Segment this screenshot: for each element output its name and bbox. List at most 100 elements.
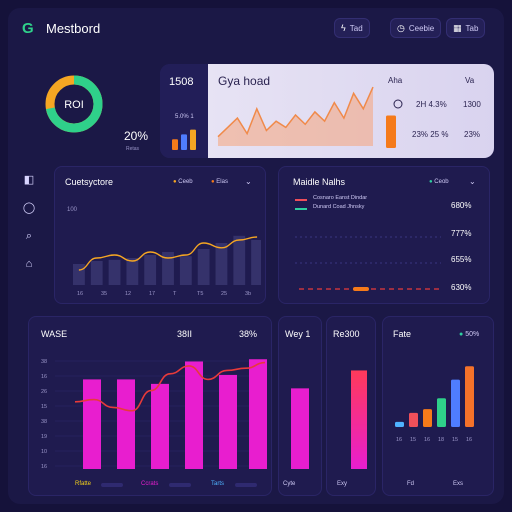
- chat-icon[interactable]: ◯: [22, 202, 36, 214]
- legend-label: Ceeb: [178, 179, 193, 185]
- top-button-label: Tad: [349, 23, 363, 33]
- hero-mini-bars: [172, 129, 196, 150]
- wase-bar: [185, 361, 203, 469]
- hero-line: [217, 86, 374, 138]
- metrics-red-marker: [353, 287, 369, 291]
- legend-pill: [169, 483, 191, 487]
- roi-donut-chart: ROI 20% Retas: [45, 75, 148, 152]
- donut-arc: [45, 75, 103, 133]
- overview-y-label: 100: [67, 207, 78, 213]
- hero-mini-bar: [190, 129, 196, 150]
- hero-left-value: 1508: [169, 76, 194, 88]
- hero-title: Gya hoad: [218, 74, 271, 88]
- fate-bar: [451, 379, 460, 427]
- wase-right-value: 38%: [239, 329, 258, 339]
- top-button-ceebie[interactable]: ◷ Ceebie: [390, 18, 442, 38]
- wase-y-label: 10: [41, 449, 47, 455]
- overview-x-label: 3b: [245, 291, 251, 297]
- top-button-tad[interactable]: ϟ Tad: [334, 18, 370, 38]
- top-button-tab[interactable]: ▦ Tab: [446, 18, 486, 38]
- overview-x-label: 16: [77, 291, 83, 297]
- fate-title: Fate: [393, 329, 412, 339]
- header-bar: G Mestbord ϟ Tad ◷ Ceebie ▦ Tab: [8, 8, 504, 48]
- metrics-row2-label: Dunard Coad Jhnsky: [313, 204, 365, 210]
- re300-title: Re300: [333, 329, 360, 339]
- wey-title: Wey 1: [285, 329, 311, 339]
- fate-bar: [465, 366, 474, 427]
- overview-x-label: 25: [221, 291, 227, 297]
- dashboard-window: G Mestbord ϟ Tad ◷ Ceebie ▦ Tab ROI 20% …: [8, 8, 504, 504]
- wase-bar: [219, 374, 237, 469]
- wase-y-label: 38: [41, 419, 47, 425]
- grid-icon: ▦: [453, 22, 462, 33]
- metrics-value-2: 777%: [451, 229, 472, 238]
- overview-bar: [73, 264, 85, 285]
- overview-bar: [179, 256, 192, 285]
- hero-left-small: 5.0% 1: [175, 114, 194, 120]
- metrics-dividers: [295, 236, 441, 291]
- legend-pill: [235, 483, 257, 487]
- wase-legend-2: Ccrats: [141, 481, 159, 487]
- metrics-panel: Maidle Nalhs ● Ceob ⌄ Cosnaro Eanst Dind…: [278, 166, 490, 304]
- metrics-row1-swatch: [295, 199, 307, 201]
- clock-icon: ◷: [397, 22, 405, 33]
- hero-mini-bar: [172, 139, 178, 150]
- wey-chart: [291, 388, 309, 469]
- wase-chart: 38 16 26 15 38 19 10 16: [41, 359, 267, 470]
- fate-x-label: 16: [396, 437, 402, 443]
- re300-legend: Exy: [337, 481, 348, 487]
- sidebar: ◧ ◯ ⌕ ⌂: [20, 173, 40, 283]
- logo-icon: G: [22, 20, 34, 37]
- fate-panel: Fate ● 50% 16 15 16 18 15 16 Fd Exs: [382, 316, 494, 496]
- chevron-down-icon[interactable]: ⌄: [245, 177, 252, 186]
- hero-card: 1508 5.0% 1 Gya hoad Aha Va 2H 4.3% 1300…: [160, 64, 494, 158]
- fate-x-label: 18: [438, 437, 444, 443]
- search-icon[interactable]: ⌕: [25, 230, 33, 242]
- overview-x-label: 17: [149, 291, 155, 297]
- legend-label: Ceob: [434, 179, 449, 185]
- roi-summary: ROI 20% Retas: [26, 64, 166, 158]
- wase-mid-value: 38II: [177, 329, 193, 339]
- fate-bar: [409, 412, 418, 427]
- metrics-row2-swatch: [295, 208, 307, 210]
- metrics-value-4: 630%: [451, 283, 472, 292]
- overview-line: [78, 236, 258, 271]
- wase-y-label: 19: [41, 434, 47, 440]
- metrics-title: Maidle Nalhs: [293, 177, 346, 187]
- hero-row2-b: 23%: [464, 130, 481, 139]
- fate-chart: 16 15 16 18 15 16: [395, 366, 474, 443]
- hero-accent-bar: [386, 115, 396, 148]
- folder-icon[interactable]: ◧: [23, 174, 35, 186]
- hero-line-chart: [217, 86, 403, 148]
- fate-footer-2: Exs: [453, 481, 464, 487]
- wase-bar: [83, 379, 101, 469]
- hero-area: [218, 87, 373, 146]
- overview-x-label: T: [173, 291, 177, 297]
- fate-bar: [395, 421, 404, 427]
- wase-panel: WASE 38II 38% 38 16 26 15 38 19 10 16 Rfatte Cc…: [28, 316, 272, 496]
- wey-panel: Wey 1 Cyte: [278, 316, 322, 496]
- chevron-down-icon[interactable]: ⌄: [469, 177, 476, 186]
- fate-legend: ● 50%: [459, 331, 480, 338]
- wase-y-label: 16: [41, 374, 47, 380]
- home-icon[interactable]: ⌂: [25, 258, 33, 270]
- overview-bar: [251, 240, 261, 285]
- overview-bar: [144, 255, 157, 285]
- hero-left-section: 1508 5.0% 1: [160, 64, 208, 158]
- overview-bar: [162, 252, 174, 285]
- overview-bar: [215, 243, 228, 285]
- top-button-label: Ceebie: [408, 23, 435, 33]
- bolt-icon: ϟ: [341, 23, 346, 33]
- wase-bar: [117, 379, 135, 469]
- overview-title: Cuetsyctore: [65, 177, 114, 187]
- overview-legend-1: ● Ceeb: [173, 179, 193, 185]
- hero-row1-b: 1300: [463, 100, 481, 109]
- fate-bar: [423, 409, 432, 427]
- summary-percent: 20%: [124, 129, 148, 143]
- wase-y-label: 38: [41, 359, 47, 365]
- hero-marker-icon[interactable]: [393, 99, 403, 109]
- hero-row2-a: 23% 25 %: [412, 130, 449, 139]
- overview-x-label: T5: [197, 291, 203, 297]
- wase-legend-1: Rfatte: [75, 481, 92, 487]
- overview-panel: Cuetsyctore ● Ceeb ● Elas ⌄ 100 16 35 12 17…: [54, 166, 266, 304]
